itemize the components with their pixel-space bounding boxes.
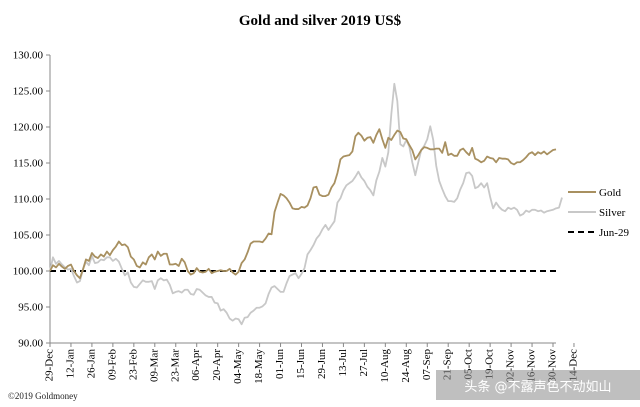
x-tick-label: 18-May bbox=[253, 349, 265, 384]
y-tick-label: 95.00 bbox=[18, 302, 43, 314]
series-layer bbox=[49, 82, 563, 326]
x-tick-label: 12-Jan bbox=[64, 349, 76, 379]
y-tick-label: 125.00 bbox=[13, 86, 44, 98]
x-tick-label: 23-Mar bbox=[169, 349, 181, 382]
x-tick-label: 07-Sep bbox=[421, 349, 433, 381]
x-tick-label: 24-Aug bbox=[400, 349, 412, 383]
legend: Gold Silver Jun-29 bbox=[568, 187, 629, 239]
x-tick-label: 01-Jun bbox=[274, 349, 286, 379]
legend-label: Jun-29 bbox=[599, 227, 629, 239]
y-tick-label: 105.00 bbox=[13, 230, 44, 242]
x-tick-label: 04-May bbox=[232, 349, 244, 384]
y-tick-label: 115.00 bbox=[13, 158, 43, 170]
series-line-gold bbox=[49, 128, 557, 280]
x-tick-label: 29-Jun bbox=[316, 349, 328, 379]
x-tick-label: 13-Jul bbox=[337, 349, 349, 377]
watermark-background bbox=[436, 370, 640, 400]
axes-layer: 90.00 95.00 100.00 105.00 110.00 115.00 120.00… bbox=[13, 50, 580, 384]
series-line-silver bbox=[49, 82, 563, 326]
y-tick-label: 90.00 bbox=[18, 338, 43, 350]
x-tick-label: 09-Feb bbox=[106, 349, 118, 381]
x-tick-label: 20-Apr bbox=[211, 349, 223, 381]
legend-label: Silver bbox=[599, 207, 626, 219]
legend-label: Gold bbox=[599, 187, 622, 199]
y-tick-label: 120.00 bbox=[13, 122, 44, 134]
x-tick-label: 15-Jun bbox=[295, 349, 307, 379]
copyright-text: ©2019 Goldmoney bbox=[8, 391, 78, 401]
x-tick-label: 27-Jul bbox=[358, 349, 370, 377]
y-tick-label: 100.00 bbox=[13, 266, 44, 278]
watermark-text: 头条 @不露声色不动如山 bbox=[464, 379, 611, 395]
x-tick-label: 26-Jan bbox=[85, 349, 97, 379]
x-tick-label: 10-Aug bbox=[379, 349, 391, 383]
y-tick-label: 130.00 bbox=[13, 50, 44, 62]
x-tick-label: 29-Dec bbox=[44, 349, 56, 381]
chart-title: Gold and silver 2019 US$ bbox=[239, 13, 402, 29]
y-tick-label: 110.00 bbox=[13, 194, 43, 206]
x-tick-label: 06-Apr bbox=[190, 349, 202, 381]
x-tick-label: 09-Mar bbox=[148, 349, 160, 382]
x-tick-label: 23-Feb bbox=[127, 349, 139, 381]
